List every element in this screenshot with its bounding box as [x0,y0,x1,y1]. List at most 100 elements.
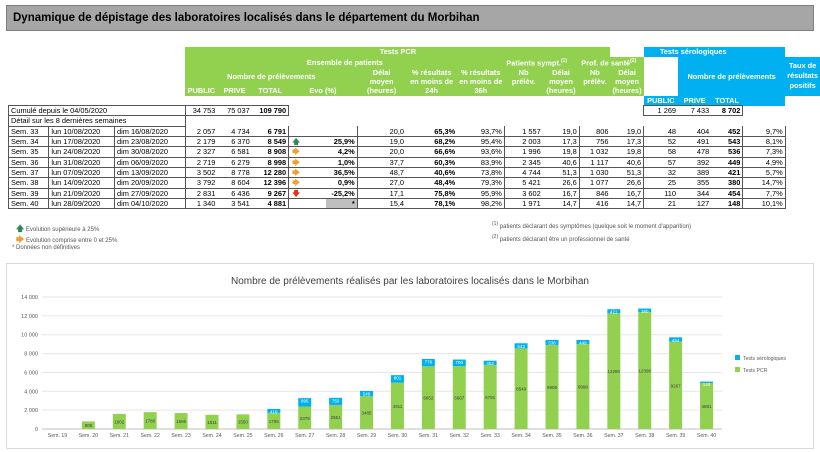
arrow-up-icon: 🡅 [292,137,300,147]
header-prof-sante: Prof. de santé [581,58,631,68]
cell-priv: 6 370 [217,136,252,148]
cell-sePub: 57 [643,157,679,168]
cell-pNb: 1 030 [579,167,611,179]
cell-evo: 1,0% [325,157,358,168]
evo-arrow [288,198,326,210]
cell-sem: Sem. 40 [7,198,49,210]
cell-from: lun 10/08/2020 [48,126,115,138]
cell-r24: 78,1% [406,198,458,210]
header-nb-prelev: Nombre de prélèvements [185,67,358,87]
cell-taux: 10,1% [742,198,786,210]
cell-evo: 4,2% [325,146,358,158]
cell-sD: 17,3 [542,136,580,148]
arrow-right-icon: 🡆 [16,235,25,244]
header-tests-pcr: Tests PCR [185,47,611,57]
cell-sD: 26,6 [542,177,580,189]
cell-r24: 60,3% [406,157,458,168]
cell-sD: 16,7 [542,188,580,199]
cell-pD: 17,3 [610,136,645,148]
cell-r24: 66,6% [406,146,458,158]
cell-pub: 2 327 [184,146,218,158]
cell-sem: Sem. 34 [7,136,49,148]
cell-sePub: 48 [643,126,679,138]
table-row: Sem. 40 lun 28/09/2020 dim 04/10/2020 1 340… [7,198,820,210]
evo-arrow: 🡆 [288,157,326,168]
header-ensemble: Ensemble de patients [185,57,505,68]
header-total: TOTAL [251,86,289,96]
cell-r36: 79,3% [457,177,505,189]
cell-delai: 20,0 [357,126,407,138]
cell-seTot: 421 [711,167,744,179]
cell-r36: 95,4% [457,136,505,148]
cell-pD: 26,6 [610,177,645,189]
cell-seTot: 449 [711,157,744,168]
cumul-label: Cumulé depuis le 04/05/2020 [8,105,186,117]
header-sero-total: TOTAL [711,95,743,106]
note-up-text: Evolution supérieure à 25% [25,227,100,233]
header-sd-3: (heures) [542,86,580,96]
cell-sD: 14,7 [542,198,580,210]
evo-arrow: 🡆 [288,167,326,179]
cell-seTot: 536 [711,146,744,158]
cell-pNb: 1 117 [579,157,611,168]
arrow-up-icon: 🡅 [16,224,25,233]
cell-from: lun 07/09/2020 [48,167,115,179]
cell-sePriv: 491 [678,136,712,148]
evo-arrow: 🡅 [288,136,326,148]
cell-delai: 27,0 [357,177,407,189]
cell-sem: Sem. 39 [7,188,49,199]
cell-sNb: 4 744 [503,167,543,179]
cell-pD: 19,8 [610,146,645,158]
table-row: Sem. 35 lun 24/08/2020 dim 30/08/2020 2 327… [7,146,820,158]
cell-tot: 12 396 [251,177,289,189]
cell-to: dim 20/09/2020 [114,177,186,189]
cell-r24: 40,6% [406,167,458,179]
cell-seTot: 452 [711,126,744,138]
cell-sePriv: 392 [678,157,712,168]
cell-r36: 98,2% [457,198,505,210]
cell-r24: 75,8% [406,188,458,199]
cell-sD: 19,8 [542,146,580,158]
cell-taux: 5,7% [742,167,786,179]
cell-priv: 8 604 [217,177,252,189]
header-r36-2: en moins de [457,77,505,87]
header-sd-1: Délai [542,67,580,78]
cell-sePriv: 344 [678,188,712,199]
evo-arrow: 🡆 [288,146,326,158]
evo-arrow [288,126,326,138]
cell-evo: 0,9% [325,177,358,189]
cell-to: dim 06/09/2020 [114,157,186,168]
cell-sem: Sem. 36 [7,157,49,168]
cell-pub: 2 719 [184,157,218,168]
note-2-sup: (2) [492,234,499,240]
cell-pNb: 1 032 [579,146,611,158]
legend-up-note: 🡅 Evolution supérieure à 25% [16,223,99,237]
cell-sNb: 5 421 [503,177,543,189]
cell-sD: 19,0 [542,126,580,138]
cell-sNb: 3 602 [503,188,543,199]
cell-pub: 3 502 [184,167,218,179]
cell-to: dim 13/09/2020 [114,167,186,179]
cell-pub: 2 831 [184,188,218,199]
cell-tot: 12 280 [251,167,289,179]
cumul-public: 34 753 [185,105,218,117]
header-public: PUBLIC [185,86,218,96]
cell-sem: Sem. 38 [7,177,49,189]
cell-to: dim 30/08/2020 [114,146,186,158]
cell-evo: 36,5% [325,167,358,179]
cell-sePriv: 404 [678,126,712,138]
table-row: Sem. 33 lun 10/08/2020 dim 16/08/2020 2 057… [7,126,820,138]
cell-sNb: 1 996 [503,146,543,158]
cell-sNb: 1 971 [503,198,543,210]
cell-sNb: 2 345 [503,157,543,168]
cell-taux: 14,7% [742,177,786,189]
cell-from: lun 28/09/2020 [48,198,115,210]
cell-taux: 8,1% [742,136,786,148]
cell-pub: 1 340 [184,198,218,210]
cell-pD: 40,6 [610,157,645,168]
header-evo: Evo (%) [288,86,358,96]
cell-tot: 8 998 [251,157,289,168]
detail-label: Détail sur les 8 dernières semaines [8,115,186,127]
note-1: (1) patients déclarant des symptômes (qu… [492,221,691,230]
cell-priv: 3 541 [217,198,252,210]
